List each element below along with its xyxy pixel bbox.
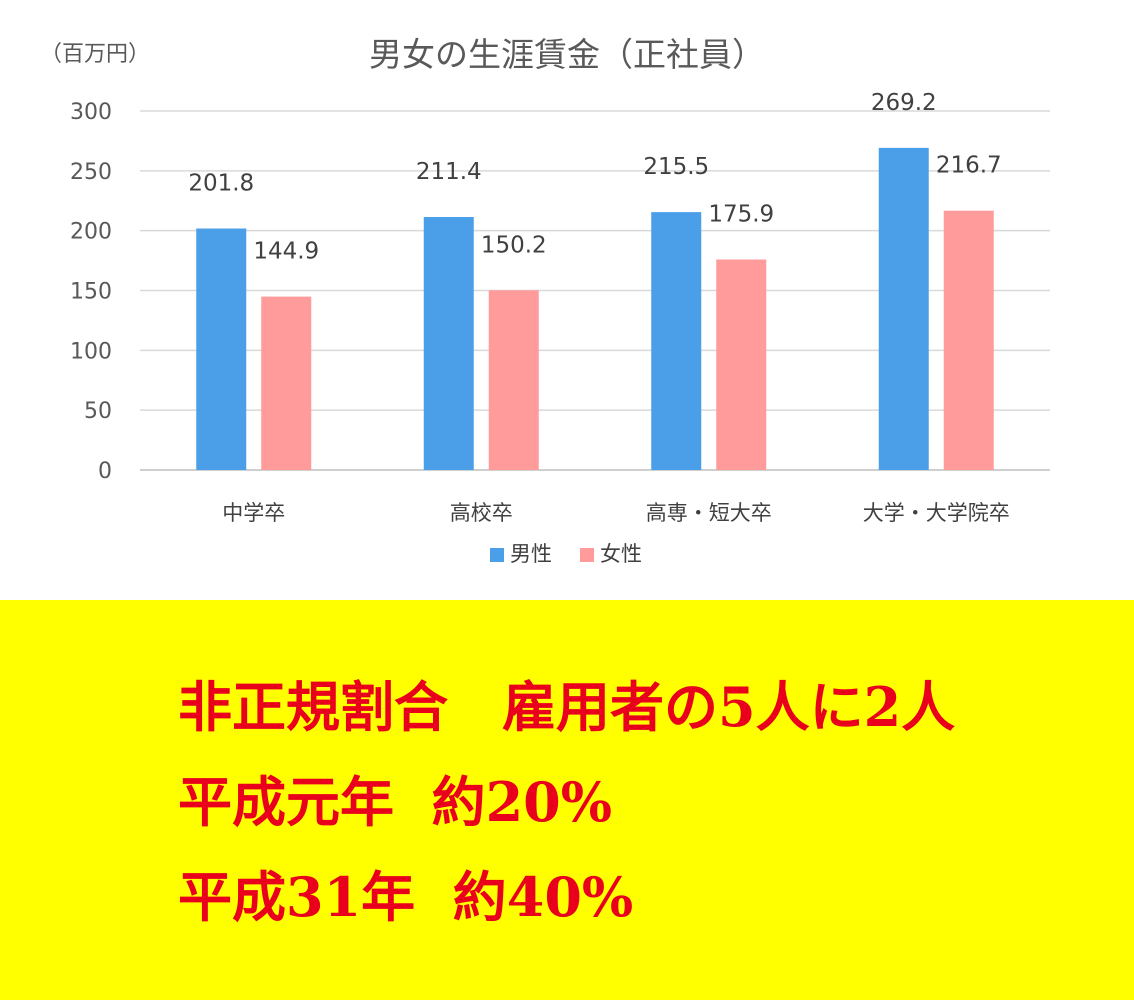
data-label: 150.2: [481, 232, 547, 258]
banner-line-heisei-31: 平成31年 約40%: [178, 865, 634, 929]
chart-title: 男女の生涯賃金（正社員）: [369, 35, 765, 74]
info-banner: 非正規割合 雇用者の5人に2人 平成元年 約20% 平成31年 約40%: [0, 600, 1134, 1000]
legend-label: 女性: [600, 542, 642, 566]
y-tick-label: 100: [70, 339, 112, 364]
bar: [943, 210, 994, 471]
y-unit-label: （百万円）: [40, 42, 151, 67]
y-tick-label: 50: [84, 399, 112, 424]
x-tick-label: 大学・大学院卒: [863, 501, 1010, 525]
data-label: 215.5: [643, 154, 709, 180]
banner-line-heisei-1: 平成元年 約20%: [178, 770, 613, 834]
legend-swatch: [490, 548, 504, 562]
x-tick-label: 高専・短大卒: [646, 501, 772, 525]
bar: [488, 290, 539, 470]
y-tick-label: 250: [70, 160, 112, 185]
y-tick-label: 300: [70, 100, 112, 125]
y-tick-label: 200: [70, 220, 112, 245]
data-label: 201.8: [188, 171, 254, 197]
bar: [196, 228, 247, 470]
bar: [716, 259, 767, 470]
bar: [651, 212, 702, 470]
legend-label: 男性: [510, 542, 552, 566]
y-tick-label: 0: [98, 459, 112, 484]
bar-chart: 0 50 100 150 200 250 300 201.8 144.9 中学卒 211.4 150.…: [70, 90, 1050, 566]
data-label: 175.9: [708, 202, 774, 228]
x-tick-label: 中学卒: [222, 501, 285, 525]
bar: [261, 296, 312, 470]
data-label: 216.7: [936, 153, 1002, 179]
x-tick-label: 高校卒: [450, 501, 513, 525]
legend-swatch: [580, 548, 594, 562]
banner-line-ratio: 非正規割合 雇用者の5人に2人: [178, 675, 956, 739]
bar: [878, 147, 929, 470]
chart-area: （百万円） 男女の生涯賃金（正社員） 0 50 100 150 200 250 300 201…: [40, 35, 1050, 566]
bar: [423, 217, 474, 470]
y-tick-label: 150: [70, 280, 112, 305]
data-label: 269.2: [871, 90, 937, 116]
data-label: 211.4: [416, 159, 482, 185]
data-label: 144.9: [253, 239, 319, 265]
